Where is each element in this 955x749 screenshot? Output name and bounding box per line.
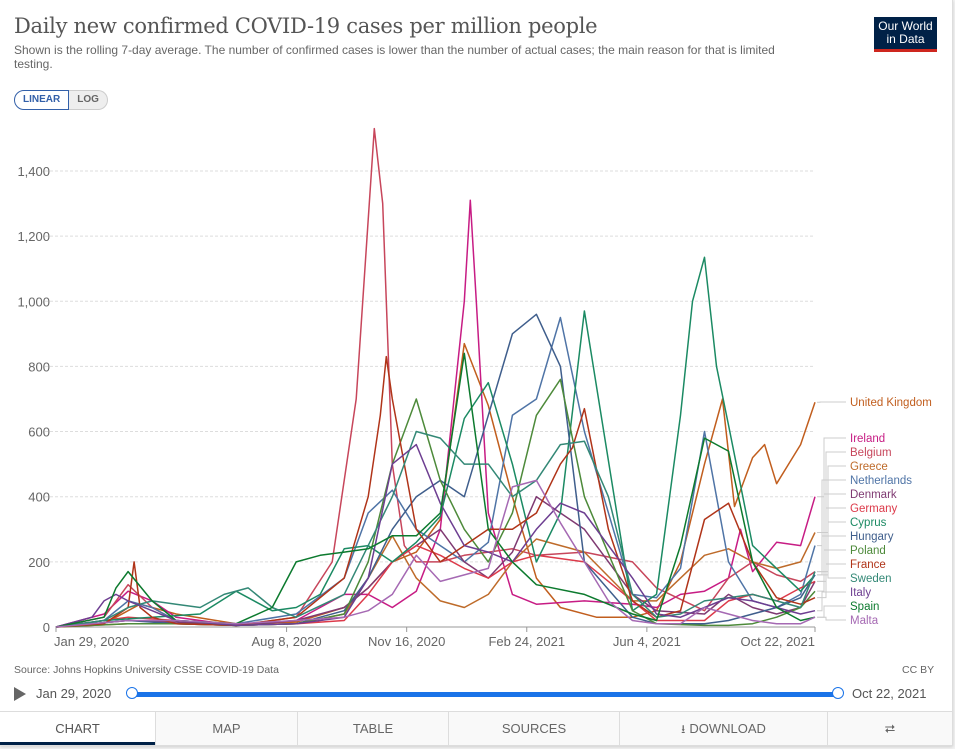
legend-connector bbox=[817, 507, 846, 582]
logo-line-1: Our World bbox=[878, 19, 933, 33]
chart-title: Daily new confirmed COVID-19 cases per m… bbox=[14, 14, 598, 38]
legend-connector bbox=[817, 616, 846, 621]
tab-chart[interactable]: CHART bbox=[0, 712, 155, 745]
tab-download-label: DOWNLOAD bbox=[689, 721, 766, 736]
timeline-start-label: Jan 29, 2020 bbox=[36, 686, 112, 701]
legend-label: Ireland bbox=[850, 433, 885, 445]
chart-subtitle: Shown is the rolling 7-day average. The … bbox=[14, 43, 775, 71]
legend-connector bbox=[817, 479, 846, 547]
y-tick-label: 200 bbox=[28, 555, 50, 570]
tab-table[interactable]: TABLE bbox=[297, 712, 448, 745]
tab-map[interactable]: MAP bbox=[155, 712, 297, 745]
tab-download[interactable]: ⭳ DOWNLOAD bbox=[619, 712, 827, 745]
legend-connector bbox=[817, 563, 846, 599]
share-icon: ⮂ bbox=[884, 721, 896, 736]
legend-label: France bbox=[850, 559, 886, 571]
legend-label: Cyprus bbox=[850, 517, 887, 529]
owid-logo[interactable]: Our World in Data bbox=[874, 17, 937, 52]
legend-label: Spain bbox=[850, 601, 879, 613]
legend-label: Denmark bbox=[850, 489, 897, 501]
y-tick-label: 800 bbox=[28, 359, 50, 374]
license-link[interactable]: CC BY bbox=[902, 664, 935, 676]
legend-connector bbox=[817, 437, 846, 498]
timeline-track[interactable] bbox=[132, 692, 838, 697]
legend-label: Italy bbox=[850, 587, 871, 599]
legend-label: United Kingdom bbox=[850, 397, 932, 409]
legend-label: Greece bbox=[850, 461, 888, 473]
y-tick-label: 1,400 bbox=[17, 164, 50, 179]
y-tick-label: 0 bbox=[43, 620, 50, 635]
download-icon: ⭳ bbox=[681, 722, 686, 736]
series-line-spain bbox=[55, 352, 816, 628]
series-line-sweden bbox=[55, 430, 816, 628]
legend-connector bbox=[817, 571, 846, 579]
tab-bar: CHART MAP TABLE SOURCES ⭳ DOWNLOAD ⮂ bbox=[0, 711, 952, 746]
series-line-belgium bbox=[55, 127, 816, 628]
y-gridlines bbox=[45, 170, 815, 563]
series-line-hungary bbox=[55, 313, 816, 628]
timeline-start-handle[interactable] bbox=[126, 687, 138, 699]
series-line-united-kingdom bbox=[55, 342, 816, 628]
tab-table-label: TABLE bbox=[352, 721, 394, 736]
timeline: Jan 29, 2020 Oct 22, 2021 bbox=[14, 686, 939, 704]
timeline-end-handle[interactable] bbox=[832, 687, 844, 699]
legend-label: Hungary bbox=[850, 531, 894, 543]
legend-connector bbox=[817, 493, 846, 582]
scale-toggle: LINEAR LOG bbox=[14, 90, 108, 110]
x-tick-label: Jun 4, 2021 bbox=[613, 634, 681, 649]
tab-sources-label: SOURCES bbox=[501, 721, 567, 736]
timeline-end-label: Oct 22, 2021 bbox=[852, 686, 927, 701]
tab-sources[interactable]: SOURCES bbox=[448, 712, 619, 745]
legend-label: Germany bbox=[850, 503, 898, 515]
y-tick-label: 600 bbox=[28, 425, 50, 440]
tab-chart-label: CHART bbox=[55, 721, 100, 736]
x-tick-label: Aug 8, 2020 bbox=[252, 634, 322, 649]
y-tick-label: 1,000 bbox=[17, 294, 50, 309]
legend-connector bbox=[817, 465, 846, 534]
log-scale-button[interactable]: LOG bbox=[69, 90, 108, 110]
source-note[interactable]: Source: Johns Hopkins University CSSE CO… bbox=[14, 664, 279, 676]
series-line-ireland bbox=[55, 199, 816, 628]
legend-connector bbox=[817, 605, 846, 618]
share-button[interactable]: ⮂ bbox=[827, 712, 952, 745]
series-line-poland bbox=[55, 378, 816, 628]
legend-connector bbox=[817, 591, 846, 612]
line-chart: 0 200 400 600 800 1,000 1,200 1,400 Jan 29, 202… bbox=[17, 127, 932, 649]
x-tick-label: Jan 29, 2020 bbox=[54, 634, 129, 649]
logo-line-2: in Data bbox=[886, 32, 925, 46]
series-line-italy bbox=[55, 443, 816, 628]
legend-label: Poland bbox=[850, 545, 886, 557]
linear-scale-button[interactable]: LINEAR bbox=[14, 90, 70, 110]
x-tick-label: Oct 22, 2021 bbox=[741, 634, 815, 649]
x-tick-label: Feb 24, 2021 bbox=[488, 634, 565, 649]
y-tick-label: 400 bbox=[28, 490, 50, 505]
series-line-netherlands bbox=[55, 316, 816, 628]
legend-label: Malta bbox=[850, 615, 879, 627]
series-lines bbox=[55, 127, 816, 628]
legend-label: Netherlands bbox=[850, 475, 912, 487]
legend-connector bbox=[817, 535, 846, 576]
y-tick-label: 1,200 bbox=[17, 229, 50, 244]
tab-map-label: MAP bbox=[212, 721, 241, 736]
series-line-malta bbox=[55, 479, 816, 628]
legend: United Kingdom Ireland Belgium Greece Nether… bbox=[817, 397, 932, 627]
play-icon[interactable] bbox=[14, 687, 26, 701]
y-axis: 0 200 400 600 800 1,000 1,200 1,400 bbox=[17, 164, 50, 635]
legend-label: Belgium bbox=[850, 447, 892, 459]
x-tick-label: Nov 16, 2020 bbox=[368, 634, 445, 649]
legend-label: Sweden bbox=[850, 573, 892, 585]
legend-connector bbox=[817, 549, 846, 592]
legend-connector bbox=[817, 521, 846, 576]
legend-connector bbox=[817, 451, 846, 573]
x-axis: Jan 29, 2020 Aug 8, 2020 Nov 16, 2020 Feb 2… bbox=[54, 626, 816, 649]
series-line-cyprus bbox=[55, 256, 816, 628]
